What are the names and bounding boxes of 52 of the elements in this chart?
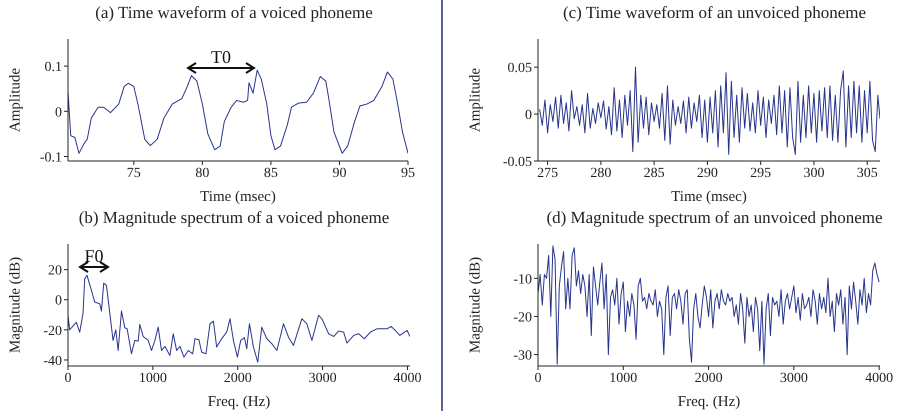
y-tick-label: 0.05	[508, 61, 532, 76]
x-axis-title: Freq. (Hz)	[678, 394, 740, 410]
x-tick-label: 3000	[308, 370, 337, 386]
y-tick-label: -0.1	[40, 150, 62, 166]
annotation: T0	[211, 47, 231, 67]
x-tick-label: 275	[537, 166, 558, 181]
y-tick-label: 0	[525, 108, 532, 124]
x-tick-label: 80	[195, 166, 210, 181]
y-tick-label: -20	[43, 324, 62, 339]
y-tick-label: -0.05	[502, 154, 532, 170]
chart-title: (b) Magnitude spectrum of a voiced phoneme	[78, 207, 390, 229]
x-tick-label: 90	[332, 166, 346, 181]
x-tick-label: 295	[750, 166, 772, 181]
x-tick-label: 4000	[393, 370, 422, 386]
y-tick-label: 0	[55, 294, 62, 309]
y-tick-label: -30	[513, 348, 532, 364]
y-tick-label: -40	[43, 354, 62, 369]
x-tick-label: 85	[264, 166, 278, 181]
line-series	[68, 70, 408, 154]
x-tick-label: 4000	[865, 370, 894, 386]
y-axis-title: Amplitude	[7, 68, 24, 132]
y-axis-title: Amplitude	[467, 68, 484, 132]
x-tick-label: 2000	[224, 370, 252, 386]
x-tick-label: 285	[644, 166, 665, 181]
y-tick-label: 0.1	[44, 60, 62, 76]
x-tick-label: 1000	[609, 370, 638, 386]
chart-title: (d) Magnitude spectrum of an unvoiced phoneme	[545, 207, 884, 229]
x-tick-label: 3000	[780, 370, 808, 386]
x-tick-label: 0	[534, 370, 542, 386]
x-tick-label: 305	[856, 166, 878, 181]
y-axis-title: Magnitude (dB)	[7, 256, 24, 354]
chart-title: (a) Time waveform of a voiced phoneme	[94, 2, 374, 24]
x-tick-label: 95	[401, 166, 415, 181]
x-tick-label: 75	[126, 166, 141, 181]
y-tick-label: -10	[513, 272, 532, 288]
line-series	[68, 274, 410, 363]
y-tick-label: 20	[48, 264, 62, 279]
annotation: F0	[84, 246, 104, 266]
y-tick-label: 0	[55, 105, 62, 120]
x-tick-label: 1000	[138, 370, 167, 386]
x-tick-label: 290	[696, 166, 718, 181]
x-axis-title: Time (msec)	[671, 189, 747, 205]
x-tick-label: 0	[64, 370, 72, 386]
x-axis-title: Freq. (Hz)	[208, 394, 270, 410]
x-axis-title: Time (msec)	[200, 189, 276, 205]
line-series	[539, 66, 880, 155]
x-tick-label: 280	[590, 166, 612, 181]
y-axis-title: Magnitude (dB)	[467, 256, 484, 354]
x-tick-label: 2000	[694, 370, 723, 386]
x-tick-label: 300	[803, 166, 824, 181]
y-tick-label: -20	[513, 310, 532, 326]
chart-title: (c) Time waveform of an unvoiced phoneme	[562, 2, 868, 24]
